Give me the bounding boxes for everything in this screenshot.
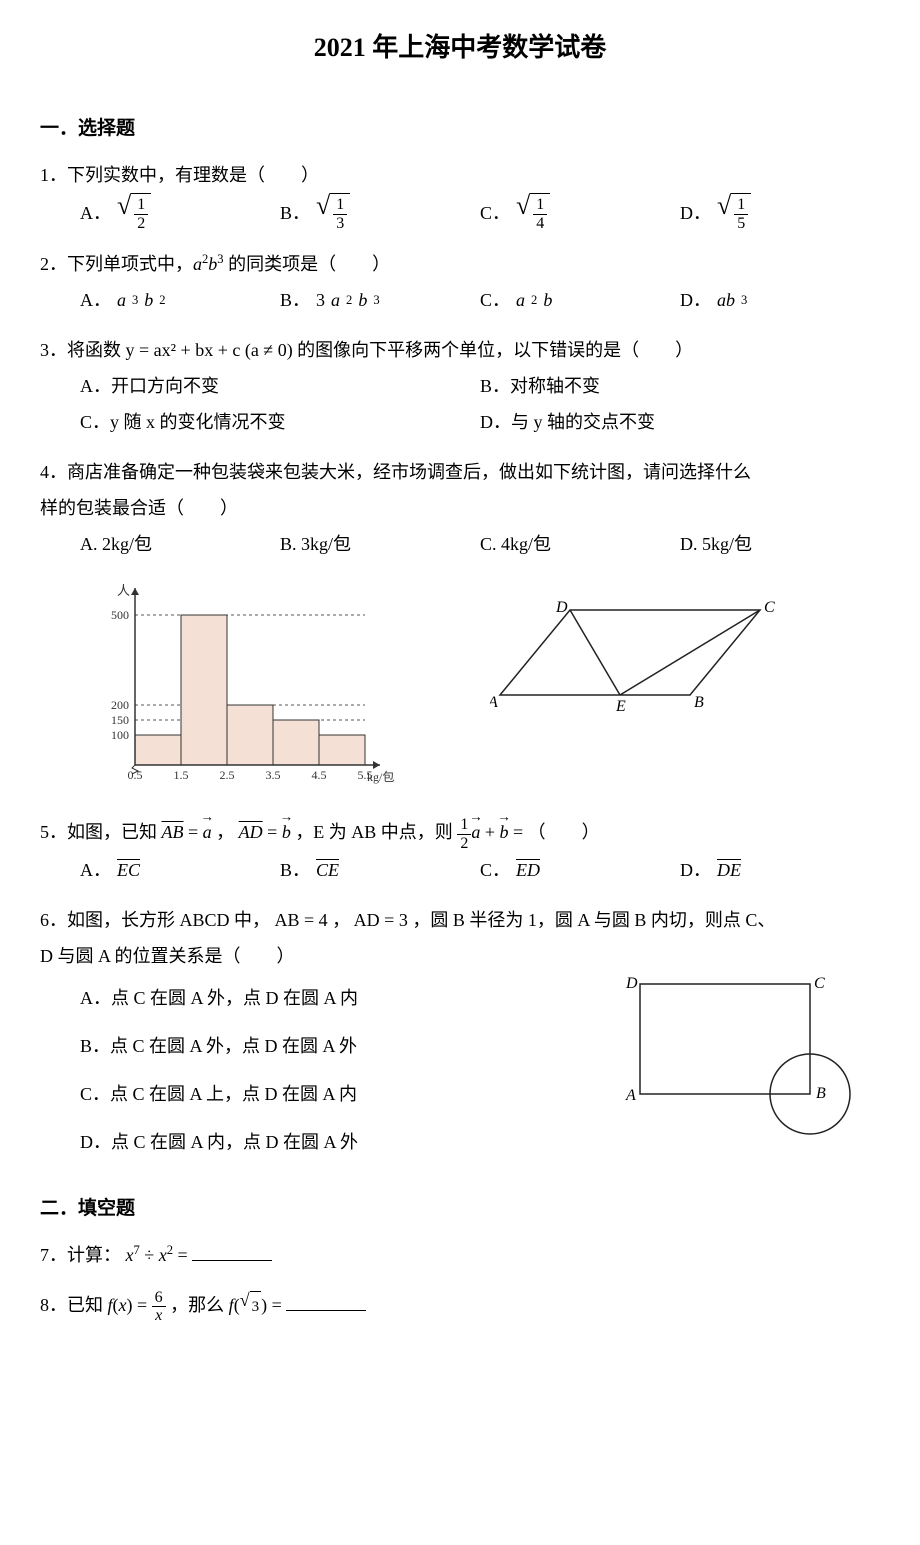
q5-options: A．EC B．CE C．ED D．DE [40, 852, 880, 888]
q3-opt-d: D．与 y 轴的交点不变 [480, 404, 880, 440]
q1-opt-b: B． √13 [280, 193, 480, 232]
q6-options: A．点 C 在圆 A 外，点 D 在圆 A 内 B．点 C 在圆 A 外，点 D… [40, 974, 580, 1166]
q1-stem: 1．下列实数中，有理数是（ ） [40, 157, 880, 193]
q4-opt-c: C. 4kg/包 [480, 526, 680, 562]
question-5: 5．如图，已知 AB = a ， AD = b ，E 为 AB 中点，则 12a… [40, 814, 880, 888]
sqrt-icon: √15 [717, 193, 751, 232]
svg-text:200: 200 [111, 698, 129, 712]
q5-stem: 5．如图，已知 AB = a ， AD = b ，E 为 AB 中点，则 12a… [40, 814, 880, 852]
svg-text:100: 100 [111, 728, 129, 742]
page-title: 2021 年上海中考数学试卷 [40, 30, 880, 66]
svg-text:2.5: 2.5 [220, 768, 235, 782]
q4-options: A. 2kg/包 B. 3kg/包 C. 4kg/包 D. 5kg/包 [40, 526, 880, 562]
q6-opt-a: A．点 C 在圆 A 外，点 D 在圆 A 内 [80, 980, 580, 1016]
q3-opt-a: A．开口方向不变 [80, 368, 480, 404]
q4-opt-d: D. 5kg/包 [680, 526, 880, 562]
q3-opt-b: B．对称轴不变 [480, 368, 880, 404]
question-8: 8．已知 f(x) = 6x ，那么 f(√3) = [40, 1287, 880, 1325]
q3-options: A．开口方向不变 B．对称轴不变 C．y 随 x 的变化情况不变 D．与 y 轴… [40, 368, 880, 440]
q1-options: A． √12 B． √13 C． √14 D． √15 [40, 193, 880, 232]
question-4: 4．商店准备确定一种包装袋来包装大米，经市场调查后，做出如下统计图，请问选择什么… [40, 454, 880, 800]
svg-text:人: 人 [117, 583, 130, 598]
question-2: 2．下列单项式中，a2b3 的同类项是（ ） A．a3b2 B．3a2b3 C．… [40, 246, 880, 318]
svg-text:B: B [816, 1085, 826, 1102]
svg-text:500: 500 [111, 608, 129, 622]
q7-blank [192, 1243, 272, 1261]
q4-opt-b: B. 3kg/包 [280, 526, 480, 562]
q4-histogram: 1001502005000.51.52.53.54.55.5人kg/包 [80, 570, 400, 800]
sqrt-icon: √14 [516, 193, 550, 232]
svg-text:0.5: 0.5 [128, 768, 143, 782]
section-1-heading: 一．选择题 [40, 116, 880, 143]
svg-text:150: 150 [111, 713, 129, 727]
svg-text:1.5: 1.5 [174, 768, 189, 782]
svg-text:D: D [625, 975, 638, 992]
q3-stem: 3．将函数 y = ax² + bx + c (a ≠ 0) 的图像向下平移两个… [40, 332, 880, 368]
svg-text:4.5: 4.5 [312, 768, 327, 782]
q6-opt-b: B．点 C 在圆 A 外，点 D 在圆 A 外 [80, 1028, 580, 1064]
q5-opt-d: D．DE [680, 852, 880, 888]
q5-opt-c: C．ED [480, 852, 680, 888]
sqrt-icon: √13 [316, 193, 350, 232]
svg-text:C: C [814, 975, 825, 992]
q3-opt-c: C．y 随 x 的变化情况不变 [80, 404, 480, 440]
question-1: 1．下列实数中，有理数是（ ） A． √12 B． √13 C． √14 D． … [40, 157, 880, 232]
q2-opt-a: A．a3b2 [80, 282, 280, 318]
q4-opt-a: A. 2kg/包 [80, 526, 280, 562]
svg-text:D: D [555, 600, 568, 616]
q6-stem: 6．如图，长方形 ABCD 中， AB = 4 ， AD = 3 ，圆 B 半径… [40, 902, 880, 974]
q1-opt-d: D． √15 [680, 193, 880, 232]
q5-opt-a: A．EC [80, 852, 280, 888]
q4-stem: 4．商店准备确定一种包装袋来包装大米，经市场调查后，做出如下统计图，请问选择什么… [40, 454, 880, 526]
svg-text:kg/包: kg/包 [367, 770, 394, 784]
q8-blank [286, 1293, 366, 1311]
q5-parallelogram-diagram: A B C D E [490, 600, 790, 730]
svg-text:C: C [764, 600, 775, 616]
sqrt-icon: √12 [117, 193, 151, 232]
q2-options: A．a3b2 B．3a2b3 C．a2b D．ab3 [40, 282, 880, 318]
svg-text:A: A [490, 694, 498, 711]
q2-opt-b: B．3a2b3 [280, 282, 480, 318]
q6-opt-c: C．点 C 在圆 A 上，点 D 在圆 A 内 [80, 1076, 580, 1112]
q6-opt-d: D．点 C 在圆 A 内，点 D 在圆 A 外 [80, 1124, 580, 1160]
q2-opt-c: C．a2b [480, 282, 680, 318]
section-2-heading: 二．填空题 [40, 1196, 880, 1223]
q2-opt-d: D．ab3 [680, 282, 880, 318]
q1-opt-a: A． √12 [80, 193, 280, 232]
q1-opt-c: C． √14 [480, 193, 680, 232]
question-3: 3．将函数 y = ax² + bx + c (a ≠ 0) 的图像向下平移两个… [40, 332, 880, 440]
svg-text:3.5: 3.5 [266, 768, 281, 782]
svg-text:A: A [625, 1087, 636, 1104]
question-7: 7．计算： x7 ÷ x2 = [40, 1237, 880, 1273]
q5-opt-b: B．CE [280, 852, 480, 888]
svg-text:E: E [615, 698, 626, 715]
question-6: 6．如图，长方形 ABCD 中， AB = 4 ， AD = 3 ，圆 B 半径… [40, 902, 880, 1166]
q2-stem: 2．下列单项式中，a2b3 的同类项是（ ） [40, 246, 880, 282]
svg-text:B: B [694, 694, 704, 711]
q6-rectangle-circle-diagram: A B C D [620, 974, 880, 1154]
